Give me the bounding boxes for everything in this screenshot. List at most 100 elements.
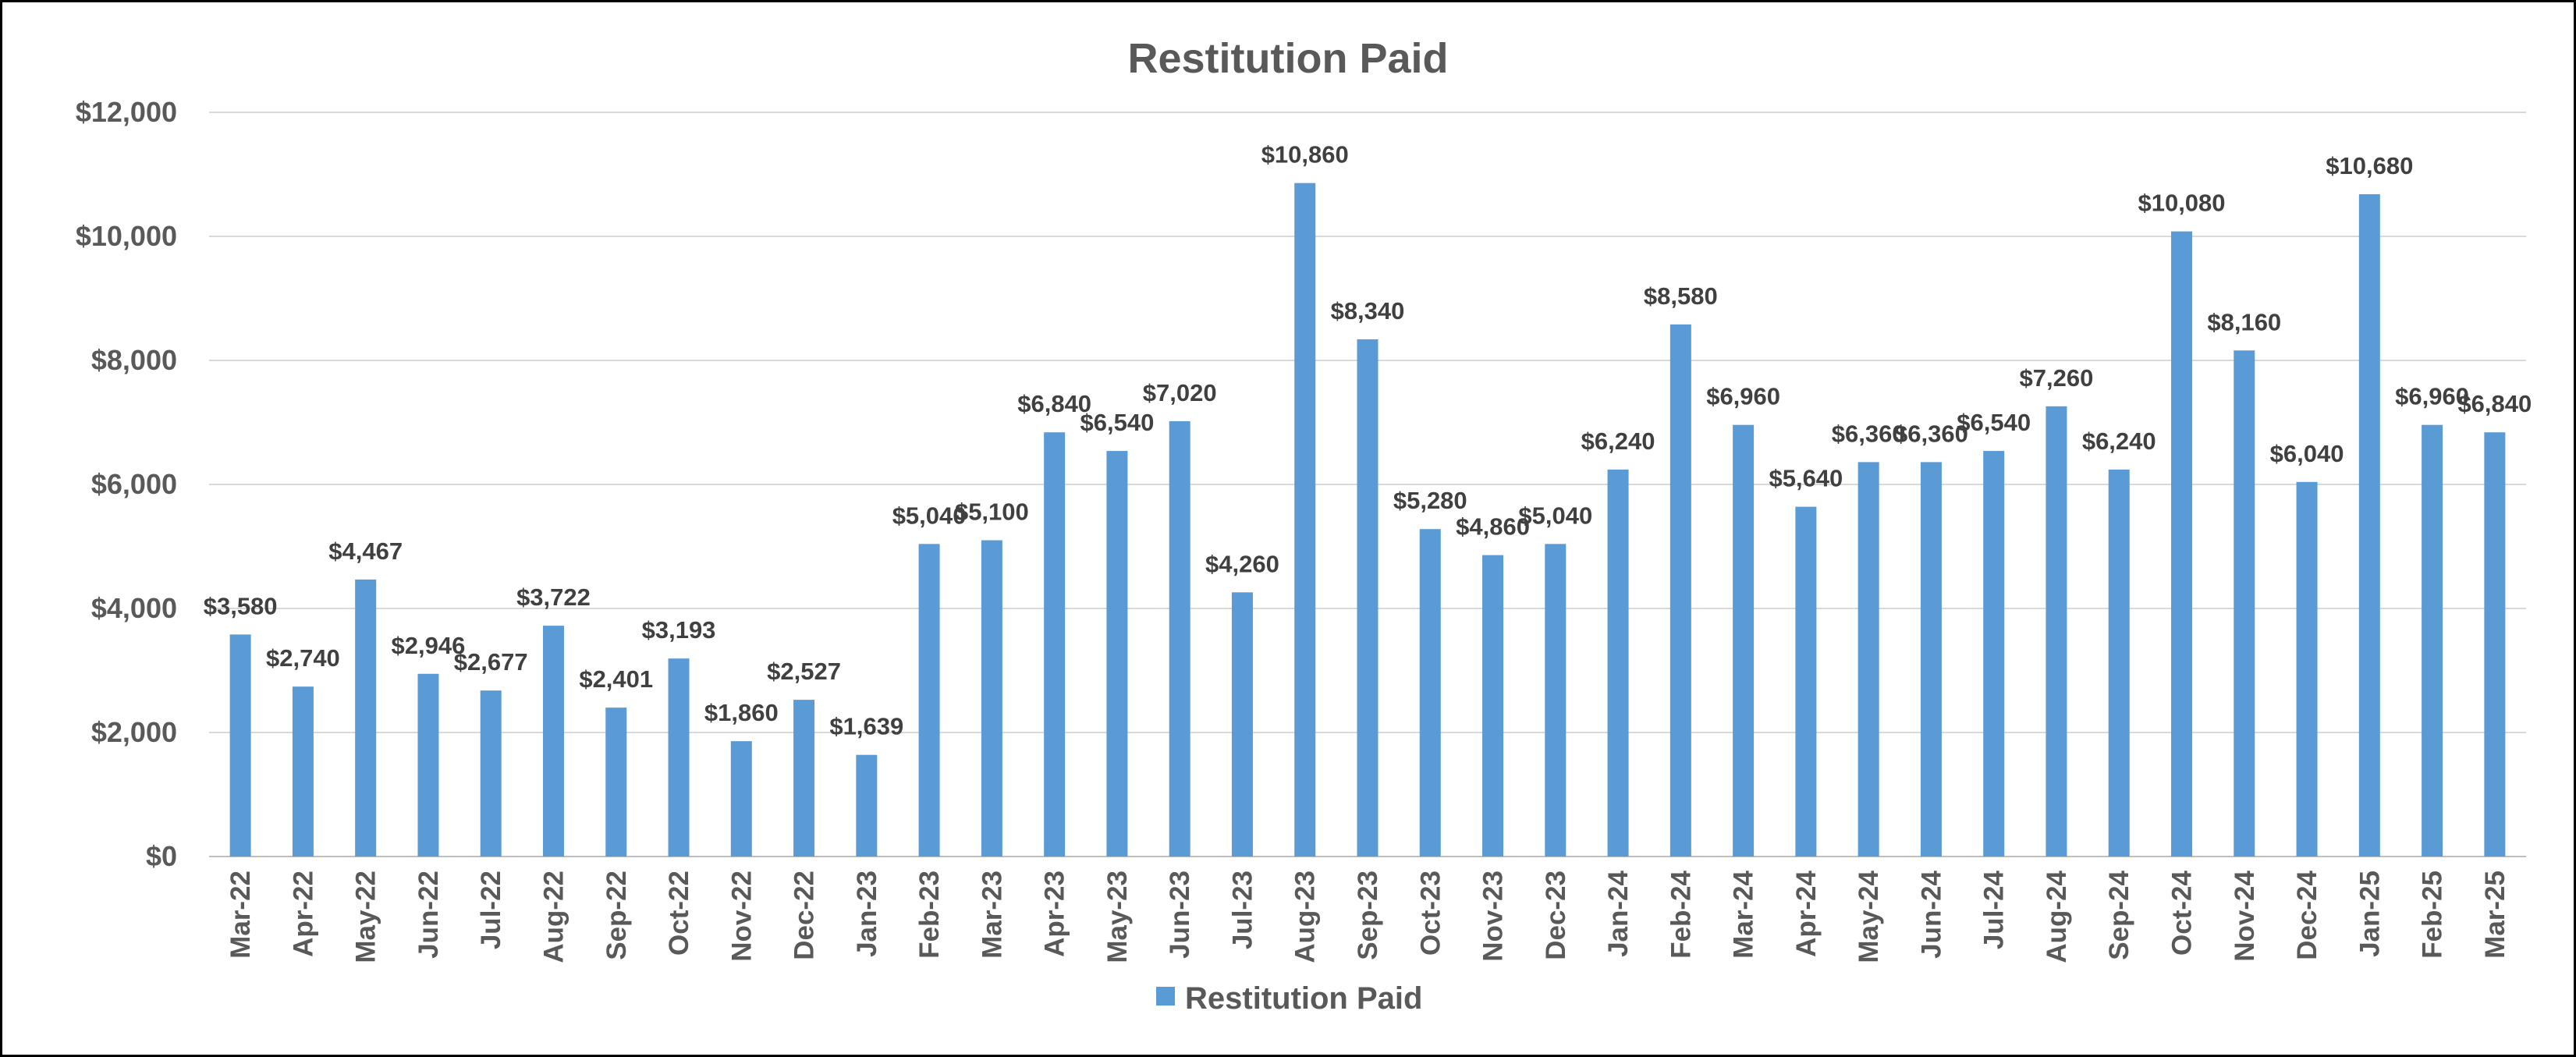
data-label: $8,160 [2207, 308, 2281, 335]
x-tick-label: Apr-22 [288, 871, 318, 957]
x-tick-label: Mar-25 [2480, 871, 2510, 959]
data-label: $6,360 [1894, 420, 1968, 447]
x-tick-label: Mar-23 [977, 871, 1007, 959]
bar [2484, 432, 2506, 857]
bar [2234, 350, 2255, 857]
data-label: $7,020 [1143, 379, 1217, 406]
bar [2422, 424, 2443, 857]
data-label: $1,639 [829, 713, 903, 740]
x-tick-label: Jan-23 [852, 871, 882, 957]
bar [918, 544, 940, 857]
x-tick-label: Sep-22 [601, 871, 632, 960]
x-tick-label: Sep-24 [2104, 870, 2134, 959]
x-tick-label: Jun-22 [413, 871, 444, 959]
bar [2108, 469, 2130, 857]
data-label: $2,946 [392, 632, 466, 659]
bar [1733, 424, 1755, 857]
bar [229, 634, 251, 857]
x-tick-label: Dec-24 [2292, 870, 2322, 959]
bar [1044, 432, 1066, 857]
data-label: $5,040 [892, 502, 967, 529]
data-label: $6,960 [2395, 383, 2469, 410]
data-label: $2,740 [266, 644, 340, 672]
data-label: $8,340 [1331, 297, 1405, 325]
data-label: $8,580 [1644, 282, 1718, 310]
bar [1357, 339, 1378, 857]
data-label: $6,240 [2082, 427, 2156, 455]
data-label: $3,193 [642, 616, 716, 644]
x-tick-label: Nov-22 [726, 871, 757, 962]
data-label: $5,640 [1769, 465, 1843, 492]
data-label: $6,240 [1581, 427, 1655, 455]
data-label: $1,860 [704, 699, 779, 726]
chart-title: Restitution Paid [1127, 35, 1448, 82]
data-labels: $3,580 $2,740 $4,467 $2,946$2,677 $3,722 $2,4… [204, 141, 2532, 740]
data-label: $6,840 [1017, 390, 1091, 417]
data-label: $6,840 [2457, 390, 2532, 417]
bar [793, 700, 815, 857]
bar [542, 626, 564, 857]
data-label: $10,680 [2326, 152, 2413, 179]
x-tick-label: Oct-24 [2167, 870, 2198, 955]
x-tick-label: Feb-24 [1666, 870, 1696, 958]
data-label: $2,527 [767, 658, 841, 685]
bar [730, 741, 752, 857]
bar [1545, 544, 1567, 857]
x-tick-label: Dec-23 [1541, 871, 1571, 960]
bar [856, 754, 878, 857]
x-tick-label: Nov-23 [1478, 871, 1509, 962]
data-label: $6,960 [1706, 383, 1780, 410]
x-tick-label: Feb-25 [2418, 871, 2448, 959]
x-tick-label: Mar-24 [1729, 870, 1759, 958]
bar [1607, 469, 1629, 857]
data-label: $5,100 [955, 498, 1029, 526]
x-tick-label: Jul-22 [476, 871, 506, 949]
x-tick-label: Jul-23 [1227, 871, 1258, 949]
bar-series [229, 183, 2506, 857]
legend-swatch [1156, 987, 1175, 1006]
data-label: $2,401 [579, 665, 653, 693]
x-tick-label: Aug-22 [538, 871, 569, 963]
data-label: $10,080 [2138, 190, 2225, 217]
bar [417, 673, 439, 857]
bar [1169, 420, 1190, 857]
y-tick-label: $12,000 [76, 96, 177, 128]
x-tick-label: Aug-24 [2042, 870, 2072, 963]
data-label: $3,580 [204, 592, 278, 619]
x-tick-label: Jan-25 [2354, 871, 2385, 957]
x-tick-label: Jun-23 [1165, 871, 1195, 959]
y-tick-label: $4,000 [91, 592, 177, 624]
bar [1419, 529, 1441, 857]
bar [2358, 193, 2380, 857]
bar [1669, 324, 1691, 857]
bar [1920, 462, 1942, 857]
x-tick-label: May-23 [1102, 871, 1133, 963]
y-tick-label: $0 [146, 840, 177, 872]
x-tick-label: Dec-22 [789, 871, 820, 960]
bar [1482, 555, 1504, 857]
bar [480, 690, 502, 857]
data-label: $6,040 [2270, 440, 2344, 467]
x-tick-label: May-24 [1854, 870, 1884, 963]
x-tick-label: Jul-24 [1979, 870, 2010, 949]
data-label: $3,722 [516, 583, 591, 611]
bar [2296, 481, 2318, 857]
bar [1857, 462, 1879, 857]
bar [1106, 451, 1128, 857]
x-axis: Mar-22 Apr-22 May-22 Jun-22 Jul-22 Aug-22 Sep-… [225, 870, 2510, 963]
bar [2171, 231, 2193, 857]
data-label: $6,360 [1832, 420, 1906, 447]
y-tick-label: $10,000 [76, 220, 177, 252]
x-tick-label: Apr-23 [1040, 871, 1070, 957]
y-tick-label: $2,000 [91, 716, 177, 748]
x-tick-label: Jun-24 [1916, 870, 1946, 958]
x-tick-label: Mar-22 [225, 871, 256, 959]
x-tick-label: Feb-23 [914, 871, 945, 959]
x-tick-label: Oct-23 [1415, 871, 1446, 956]
data-label: $4,860 [1456, 513, 1530, 541]
data-label: $4,260 [1205, 550, 1279, 577]
bar [1294, 183, 1316, 857]
bar [355, 579, 377, 857]
data-label: $6,540 [1957, 409, 2031, 436]
